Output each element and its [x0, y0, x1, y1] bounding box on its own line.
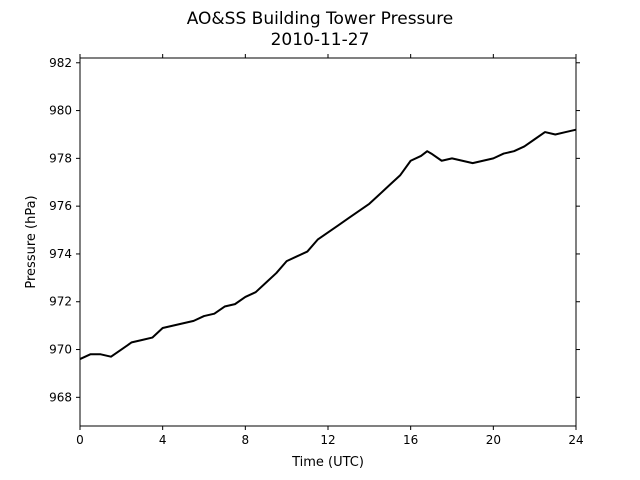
series-line [79, 128, 577, 360]
y-axis-ticks: 968 970 972 974 976 978 980 982 [49, 56, 580, 404]
x-axis-ticks: 0 4 8 12 16 20 24 [76, 54, 584, 447]
y-tick-label: 970 [49, 343, 72, 357]
y-tick-label: 980 [49, 104, 72, 118]
x-tick-label: 20 [486, 433, 501, 447]
chart-subtitle: 2010-11-27 [271, 30, 370, 50]
y-tick-label: 976 [49, 199, 72, 213]
x-tick-label: 12 [320, 433, 335, 447]
x-tick-label: 8 [242, 433, 250, 447]
x-tick-label: 16 [403, 433, 418, 447]
y-tick-label: 974 [49, 247, 72, 261]
chart-title: AO&SS Building Tower Pressure [187, 9, 454, 29]
y-tick-label: 978 [49, 151, 72, 165]
y-tick-label: 982 [49, 56, 72, 70]
y-axis-label: Pressure (hPa) [24, 195, 39, 288]
x-tick-label: 4 [159, 433, 167, 447]
plot-frame [79, 57, 577, 427]
x-axis-label: Time (UTC) [291, 455, 364, 470]
y-tick-label: 968 [49, 390, 72, 404]
x-tick-label: 24 [568, 433, 583, 447]
x-tick-label: 0 [76, 433, 84, 447]
y-tick-label: 972 [49, 295, 72, 309]
